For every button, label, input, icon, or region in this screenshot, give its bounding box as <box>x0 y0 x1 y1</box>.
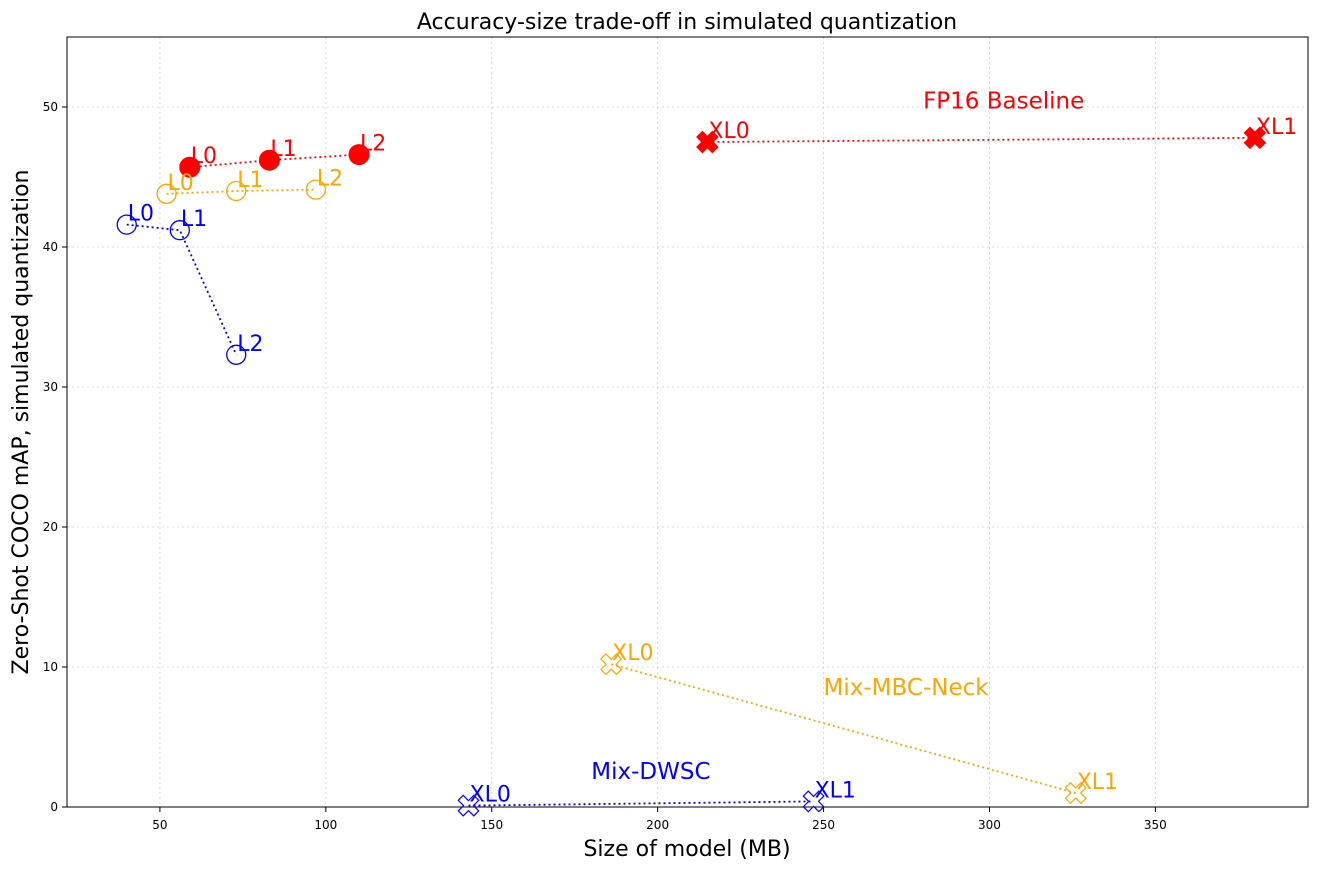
series-line <box>468 800 814 807</box>
point-label: L1 <box>181 207 207 232</box>
y-tick-label: 40 <box>43 240 58 254</box>
x-tick-label: 350 <box>1144 818 1167 832</box>
point-label: L1 <box>270 137 296 162</box>
point-label: L2 <box>360 132 386 157</box>
point-label: L0 <box>168 171 194 196</box>
point-label: L0 <box>191 144 217 169</box>
data-point <box>258 149 280 171</box>
x-tick-label: 250 <box>812 818 835 832</box>
data-point <box>116 214 137 235</box>
plot-frame <box>66 36 1309 808</box>
x-tick-label: 150 <box>480 818 503 832</box>
data-point <box>1243 126 1267 150</box>
point-labels: L0 L1 L2 XL0 XL1 L0 L1 L2 XL0 XL1 L0 L1 L2 XL0 XL1 <box>128 115 1298 808</box>
point-label: L0 <box>128 202 154 227</box>
y-axis-title: Zero-Shot COCO mAP, simulated quantizati… <box>9 170 34 675</box>
series-annotations: FP16 Baseline Mix-MBC-Neck Mix-DWSC <box>591 88 1084 785</box>
y-tick-label: 20 <box>43 520 58 534</box>
x-tick-label: 300 <box>978 818 1001 832</box>
point-label: XL0 <box>470 783 511 808</box>
point-label: XL1 <box>1077 770 1118 795</box>
y-tick-label: 0 <box>50 800 58 814</box>
series-annotation: Mix-MBC-Neck <box>824 675 990 701</box>
data-point <box>305 179 327 200</box>
series-line <box>707 136 1255 143</box>
y-tick-label: 50 <box>43 100 58 114</box>
x-tick-label: 100 <box>314 818 337 832</box>
x-axis-title: Size of model (MB) <box>583 837 790 862</box>
x-tick-label: 200 <box>646 818 669 832</box>
point-label: XL1 <box>815 778 856 803</box>
point-label: L2 <box>237 332 263 357</box>
data-point <box>179 156 201 178</box>
data-point <box>226 180 247 202</box>
data-point <box>1064 781 1087 805</box>
series-annotation: Mix-DWSC <box>591 759 710 785</box>
series-markers <box>116 126 1267 817</box>
grid <box>67 37 1308 808</box>
data-point <box>156 183 177 204</box>
series-line <box>189 153 360 169</box>
data-point <box>348 144 370 166</box>
data-point <box>169 220 190 241</box>
series-line <box>610 663 1076 794</box>
axis-ticks: 50 100 150 200 250 300 350 0 10 20 30 40 50 <box>43 100 1167 832</box>
chart-title: Accuracy-size trade-off in simulated qua… <box>417 10 957 35</box>
data-point <box>696 130 719 154</box>
point-label: L2 <box>317 167 343 192</box>
point-label: XL0 <box>708 119 749 144</box>
point-label: XL0 <box>612 641 653 666</box>
point-label: XL1 <box>1256 115 1297 140</box>
series-lines <box>126 136 1255 807</box>
data-point <box>802 790 825 813</box>
data-point <box>600 653 623 676</box>
data-point <box>226 344 247 365</box>
series-line <box>126 223 238 356</box>
y-tick-label: 30 <box>43 380 58 394</box>
data-point <box>457 794 480 817</box>
x-tick-label: 50 <box>152 818 167 832</box>
point-label: L1 <box>237 168 263 193</box>
y-tick-label: 10 <box>43 660 58 674</box>
series-annotation: FP16 Baseline <box>923 88 1084 114</box>
